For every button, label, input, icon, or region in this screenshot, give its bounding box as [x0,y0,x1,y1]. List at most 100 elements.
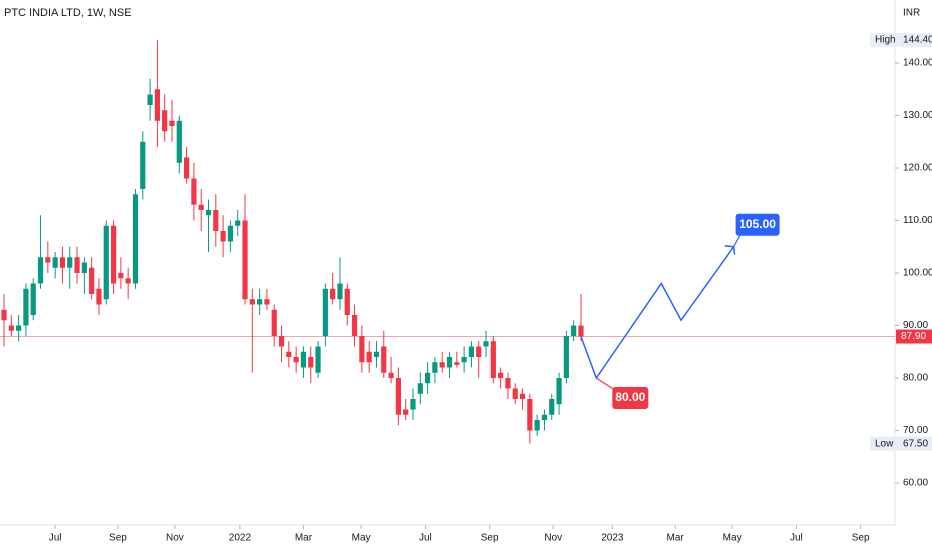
candle-body [439,362,445,368]
candle-body [498,372,504,378]
candle-body [512,388,518,399]
y-tick-label: 80.00 [903,373,928,384]
high-tag [870,32,932,47]
candle-body [74,257,80,273]
candle-body [30,283,36,315]
x-tick-label: Mar [295,533,313,544]
candle-body [16,325,22,331]
candle-body [89,267,95,294]
candle-body [118,273,124,279]
candle-body [432,362,438,373]
candle-body [8,325,14,331]
candle-body [359,336,365,363]
candle-body [563,336,569,378]
candle-body [67,257,73,268]
last-price-label: 87.90 [901,331,926,342]
y-tick-label: 120.00 [903,163,932,174]
y-tick-label: 70.00 [903,425,928,436]
x-tick-label: Sep [852,533,870,544]
low-value: 67.50 [903,438,928,449]
x-tick-label: 2023 [601,533,624,544]
candle-body [205,210,212,216]
candle-body [169,120,175,126]
candle-body [37,257,44,284]
candle-body [424,372,431,384]
candle-body [571,325,577,336]
candle-body [140,141,146,189]
candle-body [162,110,168,132]
candle-body [395,378,401,415]
low-name: Low [875,438,894,449]
candle-body [549,399,555,415]
x-tick-label: Mar [667,533,685,544]
candle-body [249,299,255,305]
candle-body [220,231,226,242]
candle-body [454,362,460,365]
candle-body [227,225,234,242]
high-name: High [875,35,896,46]
candle-body [81,262,87,273]
candle-body [403,409,409,415]
candle-body [505,378,511,389]
candle-body [351,315,358,336]
candle-body [556,378,562,405]
candle-body [490,341,496,378]
candle-body [183,157,190,179]
chart-title: PTC INDIA LTD, 1W, NSE [4,7,132,19]
y-tick-label: 60.00 [903,478,928,489]
candle-body [45,257,51,263]
x-tick-label: May [352,533,371,544]
candle-body [337,283,343,300]
candle-body [410,399,416,410]
candle-body [476,346,482,357]
candle-body [59,257,66,268]
candle-body [468,346,475,357]
candle-body [330,288,336,300]
candle-body [110,225,117,284]
candle-body [308,357,314,368]
candle-body [483,341,489,347]
callout-label: 105.00 [739,217,776,231]
candle-body [23,288,29,326]
candle-body [257,299,263,305]
low-tag [870,436,932,451]
x-tick-label: Jul [790,533,803,544]
high-value: 144.40 [903,35,932,46]
candle-body [315,346,321,373]
candle-body [176,120,182,163]
candle-body [96,288,102,305]
y-tick-label: 100.00 [903,268,932,279]
x-tick-label: Sep [109,533,127,544]
candle-body [242,220,248,300]
x-tick-label: 2022 [229,533,252,544]
candle-body [534,420,540,431]
currency: INR [903,8,920,19]
callout-leader [733,235,741,248]
candle-body [527,399,533,431]
candle-body [322,288,328,336]
y-tick-label: 130.00 [903,110,932,121]
candle-body [271,309,277,336]
candle-body [373,351,380,357]
callout-box [612,387,649,409]
candle-body [278,336,285,347]
candle-body [1,309,7,321]
candle-body [446,357,453,368]
candle-body [381,346,387,373]
candle-body [52,257,58,268]
x-tick-label: Jul [49,533,62,544]
x-tick-label: Nov [166,533,184,544]
candle-body [213,210,219,231]
candle-body [293,357,299,363]
candle-body [147,94,153,105]
candle-body [300,351,307,368]
candle-body [366,351,372,363]
candle-body [461,357,467,363]
candle-body [125,278,131,284]
y-tick-label: 90.00 [903,320,928,331]
callout-label: 80.00 [615,390,645,404]
candle-body [541,414,548,420]
last-price-tag [896,329,932,344]
